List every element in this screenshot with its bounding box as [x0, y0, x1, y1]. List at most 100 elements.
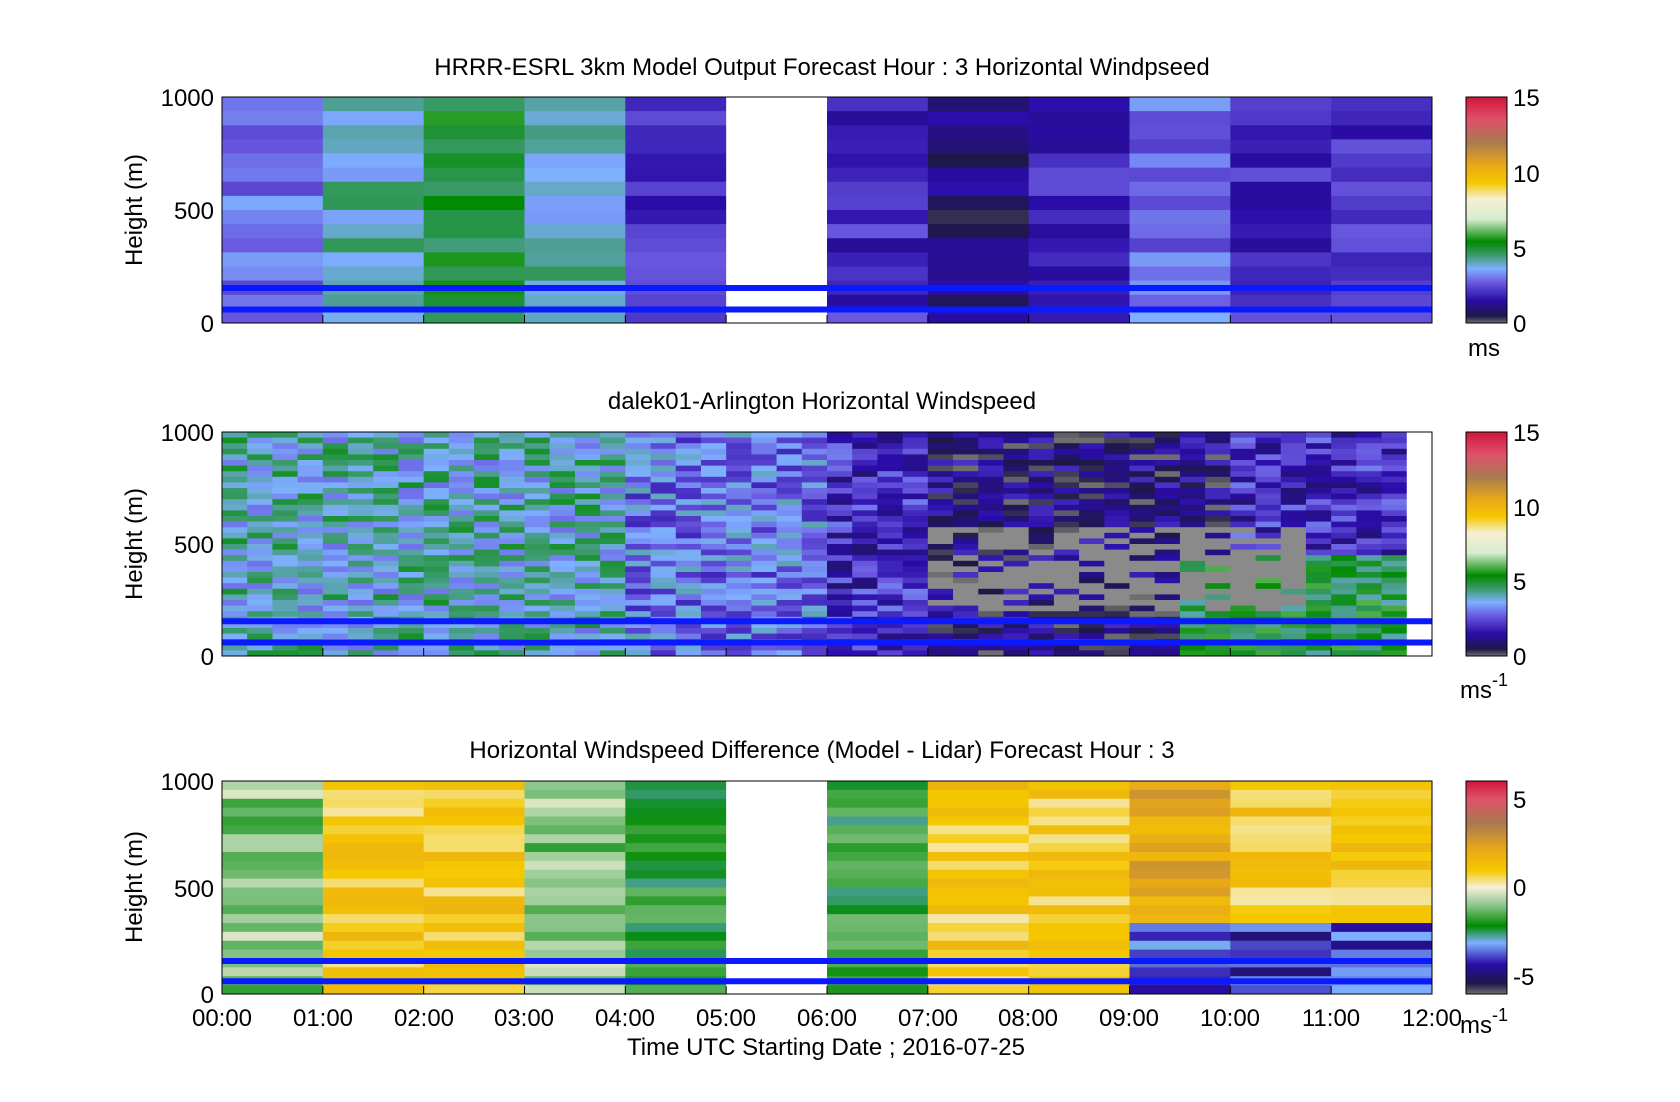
heatmap-cell — [222, 252, 324, 268]
heatmap-cell — [1255, 460, 1282, 467]
heatmap-cell — [1053, 499, 1080, 506]
heatmap-cell — [1280, 622, 1307, 629]
heatmap-cell — [625, 572, 652, 579]
heatmap-cell — [549, 633, 576, 640]
heatmap-cell — [1331, 644, 1357, 651]
heatmap-cell — [247, 448, 273, 455]
heatmap-cell — [322, 437, 349, 444]
heatmap-cell — [423, 308, 525, 324]
heatmap-cell — [1104, 644, 1130, 651]
heatmap-cell — [1255, 577, 1282, 584]
heatmap-cell — [322, 510, 349, 517]
heatmap-cell — [625, 493, 652, 500]
heatmap-cell — [1129, 940, 1231, 951]
heatmap-cell — [1331, 476, 1357, 483]
heatmap-cell — [322, 97, 425, 112]
heatmap-cell — [1356, 577, 1383, 584]
heatmap-cell — [902, 510, 929, 517]
heatmap-cell — [247, 488, 273, 495]
heatmap-cell — [1280, 521, 1307, 528]
heatmap-cell — [1280, 549, 1307, 556]
heatmap-cell — [398, 588, 425, 595]
heatmap-cell — [574, 460, 601, 467]
heatmap-cell — [675, 476, 702, 483]
heatmap-cell — [222, 432, 248, 439]
heatmap-cell — [1104, 572, 1130, 579]
heatmap-cell — [1104, 594, 1130, 601]
heatmap-cell — [776, 437, 803, 444]
heatmap-cell — [222, 781, 324, 791]
heatmap-cell — [474, 611, 500, 618]
heatmap-cell — [1356, 504, 1383, 511]
heatmap-cell — [423, 153, 525, 169]
heatmap-cell — [1406, 566, 1433, 573]
heatmap-cell — [373, 572, 399, 579]
heatmap-cell — [953, 650, 979, 657]
heatmap-cell — [297, 650, 324, 657]
heatmap-cell — [827, 97, 929, 112]
heatmap-cell — [423, 210, 525, 225]
heatmap-cell — [1104, 605, 1130, 612]
panel1-heatmap — [222, 97, 1433, 324]
heatmap-cell — [297, 448, 324, 455]
heatmap-cell — [1331, 97, 1433, 112]
heatmap-cell — [1079, 611, 1105, 618]
heatmap-cell — [1079, 544, 1105, 551]
heatmap-cell — [827, 931, 929, 942]
heatmap-cell — [726, 544, 752, 551]
heatmap-cell — [1154, 605, 1181, 612]
heatmap-cell — [1079, 650, 1105, 657]
heatmap-cell — [827, 516, 853, 523]
heatmap-cell — [953, 583, 979, 590]
heatmap-cell — [1381, 432, 1408, 439]
heatmap-cell — [1305, 443, 1332, 450]
heatmap-cell — [877, 622, 904, 629]
heatmap-cell — [927, 887, 1030, 897]
heatmap-cell — [927, 195, 1030, 211]
heatmap-cell — [1205, 611, 1231, 618]
heatmap-cell — [1053, 628, 1080, 635]
heatmap-cell — [1255, 516, 1282, 523]
heatmap-cell — [1331, 588, 1357, 595]
heatmap-cell — [1305, 510, 1332, 517]
xtick-0: 00:00 — [192, 1005, 252, 1032]
heatmap-cell — [1028, 499, 1055, 506]
heatmap-cell — [1028, 153, 1130, 169]
heatmap-cell — [524, 852, 626, 862]
heatmap-cell — [726, 633, 752, 640]
heatmap-cell — [1356, 465, 1383, 472]
heatmap-cell — [953, 544, 979, 551]
heatmap-cell — [297, 482, 324, 489]
heatmap-cell — [600, 527, 626, 534]
heatmap-cell — [751, 510, 778, 517]
heatmap-cell — [524, 566, 551, 573]
heatmap-cell — [625, 238, 727, 253]
heatmap-cell — [322, 843, 425, 853]
heatmap-cell — [827, 527, 853, 534]
heatmap-cell — [398, 482, 425, 489]
heatmap-cell — [322, 594, 349, 601]
heatmap-cell — [650, 622, 677, 629]
heatmap-cell — [448, 437, 475, 444]
heatmap-cell — [1255, 594, 1282, 601]
heatmap-cell — [1003, 516, 1030, 523]
heatmap-cell — [1331, 852, 1433, 862]
heatmap-cell — [1205, 465, 1231, 472]
heatmap-cell — [927, 252, 1030, 268]
heatmap-cell — [1381, 482, 1408, 489]
heatmap-cell — [1028, 454, 1055, 461]
heatmap-cell — [1331, 308, 1433, 324]
heatmap-cell — [1129, 923, 1231, 933]
heatmap-cell — [322, 252, 425, 268]
heatmap-cell — [625, 781, 727, 791]
heatmap-cell — [398, 465, 425, 472]
heatmap-cell — [1154, 628, 1181, 635]
heatmap-cell — [625, 153, 727, 169]
heatmap-cell — [1331, 437, 1357, 444]
heatmap-cell — [549, 577, 576, 584]
heatmap-cell — [1129, 633, 1156, 640]
heatmap-cell — [1129, 252, 1231, 268]
heatmap-cell — [448, 532, 475, 539]
heatmap-cell — [1255, 566, 1282, 573]
heatmap-cell — [1104, 650, 1130, 657]
